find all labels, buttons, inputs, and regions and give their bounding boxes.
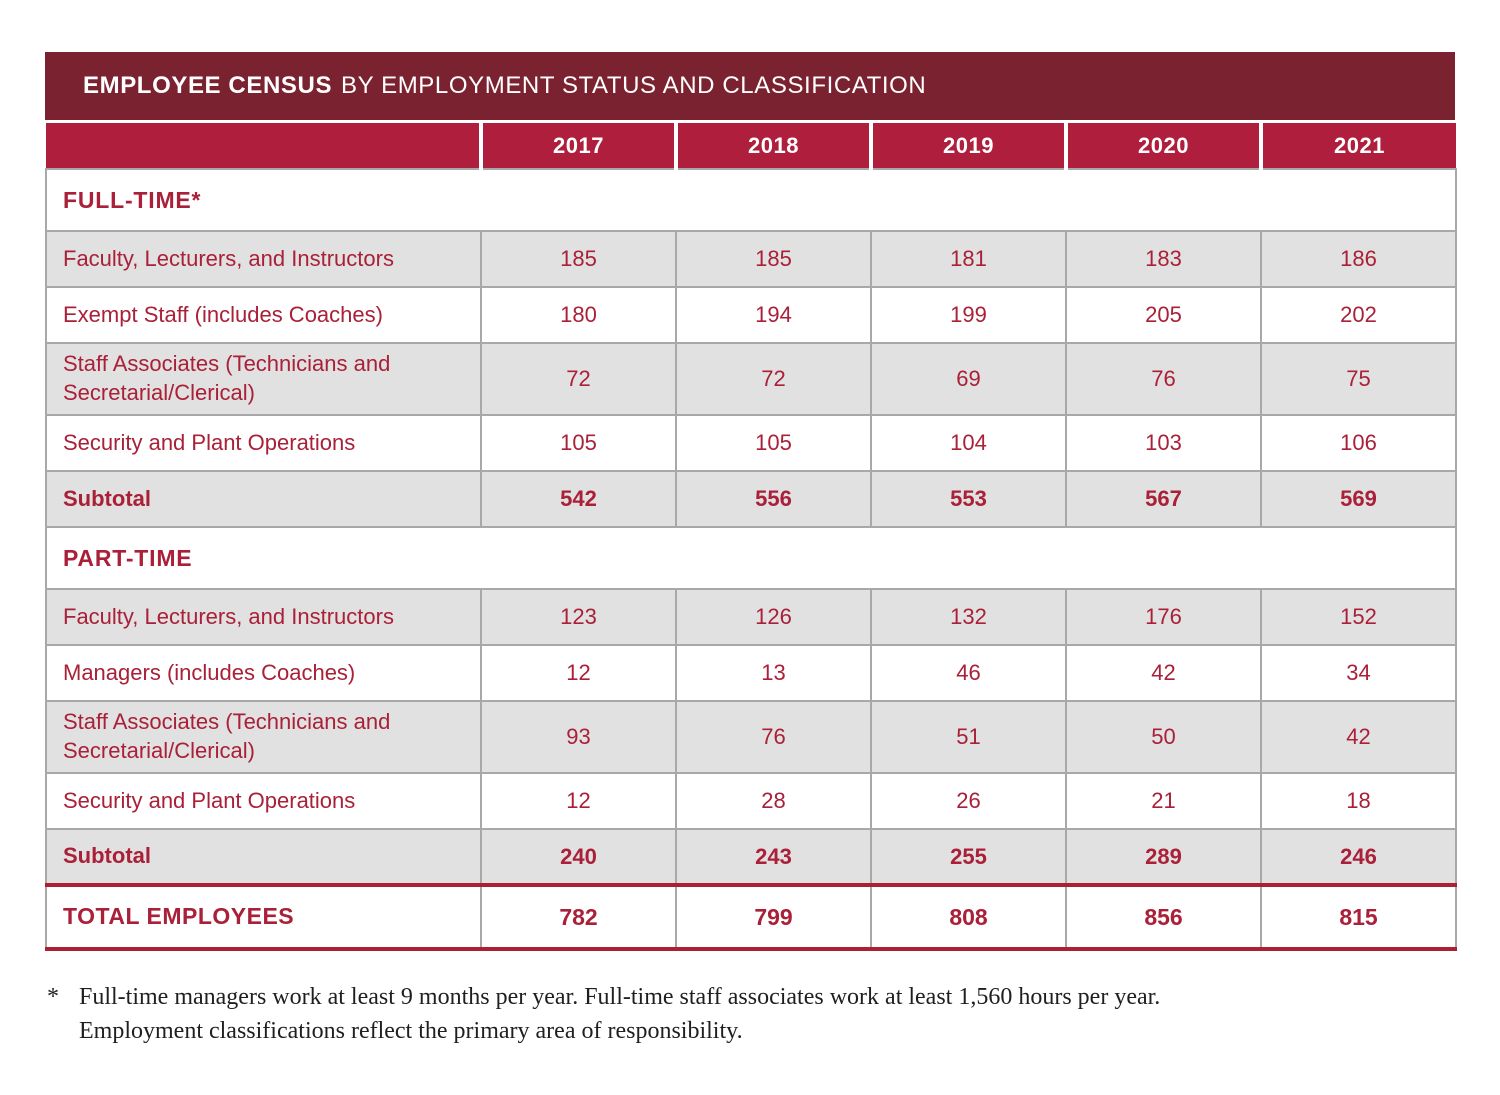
value-cell: 815	[1260, 883, 1457, 951]
section-header-full-time: FULL-TIME*	[45, 168, 1457, 232]
row-label: Staff Associates (Technicians and Secret…	[45, 342, 482, 416]
table-row: Staff Associates (Technicians and Secret…	[45, 700, 1457, 774]
row-label: Managers (includes Coaches)	[45, 644, 482, 702]
value-cell: 246	[1260, 828, 1457, 886]
value-cell: 51	[870, 700, 1067, 774]
value-cell: 106	[1260, 414, 1457, 472]
value-cell: 28	[675, 772, 872, 830]
footnote-asterisk: *	[47, 984, 59, 1010]
row-label: Faculty, Lecturers, and Instructors	[45, 588, 482, 646]
section-label: FULL-TIME*	[45, 168, 1457, 232]
value-cell: 46	[870, 644, 1067, 702]
value-cell: 553	[870, 470, 1067, 528]
value-cell: 21	[1065, 772, 1262, 830]
value-cell: 181	[870, 230, 1067, 288]
footnote-text: Full-time managers work at least 9 month…	[79, 981, 1160, 1048]
value-cell: 808	[870, 883, 1067, 951]
subtotal-row: Subtotal 240 243 255 289 246	[45, 828, 1457, 886]
row-label: TOTAL EMPLOYEES	[45, 883, 482, 951]
column-header-2019: 2019	[869, 123, 1066, 169]
value-cell: 72	[480, 342, 677, 416]
value-cell: 18	[1260, 772, 1457, 830]
table-row: Staff Associates (Technicians and Secret…	[45, 342, 1457, 416]
value-cell: 72	[675, 342, 872, 416]
value-cell: 12	[480, 772, 677, 830]
value-cell: 123	[480, 588, 677, 646]
column-header-2021: 2021	[1259, 123, 1456, 169]
value-cell: 186	[1260, 230, 1457, 288]
value-cell: 105	[675, 414, 872, 472]
value-cell: 76	[675, 700, 872, 774]
value-cell: 199	[870, 286, 1067, 344]
value-cell: 255	[870, 828, 1067, 886]
table-row: Faculty, Lecturers, and Instructors 185 …	[45, 230, 1457, 288]
value-cell: 75	[1260, 342, 1457, 416]
value-cell: 243	[675, 828, 872, 886]
value-cell: 126	[675, 588, 872, 646]
year-header-row: 2017 2018 2019 2020 2021	[46, 123, 1456, 169]
value-cell: 856	[1065, 883, 1262, 951]
column-header-2020: 2020	[1064, 123, 1261, 169]
value-cell: 50	[1065, 700, 1262, 774]
value-cell: 185	[675, 230, 872, 288]
footnote-line-1: Full-time managers work at least 9 month…	[79, 984, 1161, 1010]
value-cell: 176	[1065, 588, 1262, 646]
table-row: Managers (includes Coaches) 12 13 46 42 …	[45, 644, 1457, 702]
subtotal-row: Subtotal 542 556 553 567 569	[45, 470, 1457, 528]
row-label: Subtotal	[45, 828, 482, 886]
value-cell: 34	[1260, 644, 1457, 702]
total-row: TOTAL EMPLOYEES 782 799 808 856 815	[45, 883, 1457, 951]
value-cell: 567	[1065, 470, 1262, 528]
section-header-part-time: PART-TIME	[45, 526, 1457, 590]
section-label: PART-TIME	[45, 526, 1457, 590]
value-cell: 152	[1260, 588, 1457, 646]
value-cell: 12	[480, 644, 677, 702]
page: EMPLOYEE CENSUS BY EMPLOYMENT STATUS AND…	[45, 52, 1457, 1048]
footnote-line-2: Employment classifications reflect the p…	[79, 1017, 743, 1044]
value-cell: 556	[675, 470, 872, 528]
row-label: Staff Associates (Technicians and Secret…	[45, 700, 482, 774]
value-cell: 569	[1260, 470, 1457, 528]
value-cell: 132	[870, 588, 1067, 646]
row-label: Security and Plant Operations	[45, 772, 482, 830]
value-cell: 202	[1260, 286, 1457, 344]
row-label: Exempt Staff (includes Coaches)	[45, 286, 482, 344]
table-row: Security and Plant Operations 12 28 26 2…	[45, 772, 1457, 830]
title-emphasis: EMPLOYEE CENSUS	[83, 72, 333, 99]
table-row: Security and Plant Operations 105 105 10…	[45, 414, 1457, 472]
row-label: Security and Plant Operations	[45, 414, 482, 472]
value-cell: 104	[870, 414, 1067, 472]
row-label: Faculty, Lecturers, and Instructors	[45, 230, 482, 288]
value-cell: 183	[1065, 230, 1262, 288]
value-cell: 105	[480, 414, 677, 472]
row-label: Subtotal	[45, 470, 482, 528]
value-cell: 205	[1065, 286, 1262, 344]
value-cell: 185	[480, 230, 677, 288]
value-cell: 799	[675, 883, 872, 951]
value-cell: 42	[1065, 644, 1262, 702]
table-title-bar: EMPLOYEE CENSUS BY EMPLOYMENT STATUS AND…	[45, 52, 1455, 120]
value-cell: 542	[480, 470, 677, 528]
title-rest: BY EMPLOYMENT STATUS AND CLASSIFICATION	[341, 72, 927, 99]
value-cell: 289	[1065, 828, 1262, 886]
table-row: Exempt Staff (includes Coaches) 180 194 …	[45, 286, 1457, 344]
value-cell: 26	[870, 772, 1067, 830]
value-cell: 103	[1065, 414, 1262, 472]
value-cell: 69	[870, 342, 1067, 416]
footnote: * Full-time managers work at least 9 mon…	[47, 981, 1455, 1048]
table-row: Faculty, Lecturers, and Instructors 123 …	[45, 588, 1457, 646]
value-cell: 194	[675, 286, 872, 344]
value-cell: 42	[1260, 700, 1457, 774]
column-header-2018: 2018	[674, 123, 871, 169]
value-cell: 93	[480, 700, 677, 774]
value-cell: 782	[480, 883, 677, 951]
value-cell: 240	[480, 828, 677, 886]
value-cell: 13	[675, 644, 872, 702]
column-header-2017: 2017	[479, 123, 676, 169]
employee-census-table: 2017 2018 2019 2020 2021 FULL-TIME* Facu…	[45, 123, 1457, 951]
value-cell: 180	[480, 286, 677, 344]
year-header-spacer	[46, 123, 481, 169]
value-cell: 76	[1065, 342, 1262, 416]
